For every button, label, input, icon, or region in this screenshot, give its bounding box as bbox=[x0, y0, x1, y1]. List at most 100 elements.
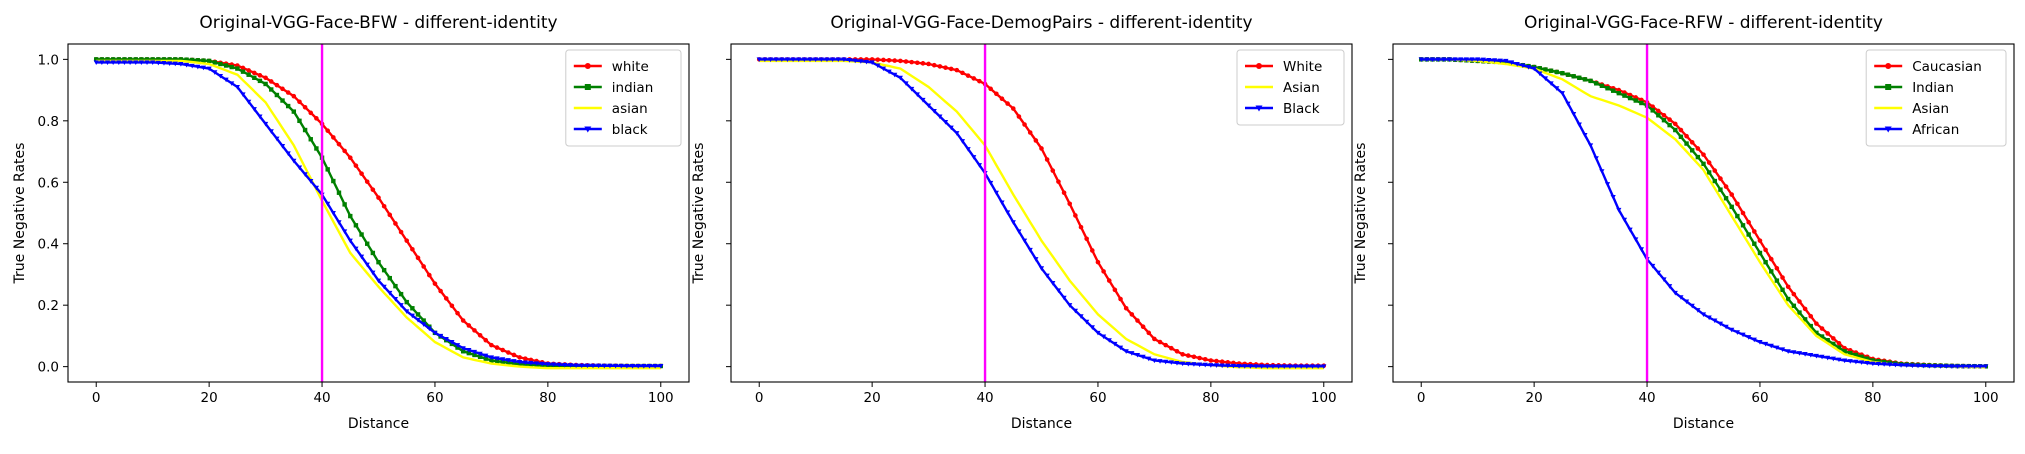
data-point bbox=[841, 57, 847, 62]
legend-label: black bbox=[612, 122, 648, 138]
legend-label: white bbox=[612, 59, 649, 75]
legend-item: black bbox=[573, 122, 648, 138]
data-point bbox=[1044, 157, 1050, 162]
data-point bbox=[426, 326, 432, 332]
data-point bbox=[937, 114, 943, 120]
data-point bbox=[590, 363, 596, 369]
data-point bbox=[1276, 364, 1282, 369]
x-tick-label: 60 bbox=[1751, 390, 1768, 406]
data-point bbox=[359, 232, 364, 237]
data-point bbox=[1055, 288, 1062, 294]
data-point bbox=[1497, 58, 1503, 64]
data-point bbox=[1825, 338, 1830, 343]
data-point bbox=[472, 328, 477, 333]
data-point bbox=[550, 362, 557, 368]
data-point bbox=[460, 346, 466, 351]
data-point bbox=[1695, 146, 1701, 151]
x-tick-label: 80 bbox=[1202, 390, 1219, 406]
data-point bbox=[1966, 364, 1972, 369]
data-point bbox=[573, 363, 579, 369]
legend-label: Asian bbox=[1283, 80, 1320, 96]
data-point bbox=[347, 155, 353, 160]
data-point bbox=[1627, 95, 1633, 101]
data-point bbox=[881, 57, 886, 63]
legend: Caucasian Indian Asian African bbox=[1865, 49, 2007, 147]
data-point bbox=[1673, 127, 1678, 133]
data-point bbox=[1960, 364, 1966, 369]
data-point bbox=[1684, 141, 1689, 146]
data-point bbox=[381, 267, 387, 273]
data-point bbox=[1213, 363, 1220, 368]
data-point bbox=[206, 66, 212, 72]
data-point bbox=[1292, 364, 1299, 369]
data-point bbox=[1808, 313, 1814, 319]
data-point bbox=[1236, 364, 1242, 369]
data-point bbox=[1610, 88, 1616, 93]
data-point bbox=[1559, 91, 1565, 96]
data-point bbox=[1050, 168, 1056, 173]
data-point bbox=[1152, 336, 1157, 342]
data-point bbox=[1185, 361, 1191, 367]
data-point bbox=[1169, 345, 1174, 351]
data-point bbox=[274, 82, 280, 88]
legend-label: White bbox=[1283, 59, 1322, 75]
data-point bbox=[1763, 247, 1768, 253]
data-point bbox=[635, 364, 641, 369]
data-point bbox=[1689, 140, 1695, 145]
data-point bbox=[308, 110, 314, 116]
data-point bbox=[1027, 130, 1033, 135]
data-point bbox=[274, 92, 280, 98]
data-point bbox=[93, 60, 99, 66]
data-point bbox=[1723, 184, 1729, 189]
chart-title: Original-VGG-Face-RFW - different-identi… bbox=[1524, 13, 1883, 33]
chart-title: Original-VGG-Face-DemogPairs - different… bbox=[830, 13, 1252, 33]
data-point bbox=[1695, 154, 1701, 160]
data-point bbox=[454, 343, 461, 348]
data-point bbox=[1123, 305, 1129, 311]
data-point bbox=[376, 195, 381, 200]
data-point bbox=[937, 64, 943, 69]
data-point bbox=[1954, 364, 1961, 369]
data-point bbox=[1616, 207, 1622, 213]
data-point bbox=[110, 57, 116, 62]
data-point bbox=[1661, 118, 1667, 123]
data-point bbox=[246, 68, 251, 73]
data-point bbox=[1202, 362, 1208, 368]
data-point bbox=[443, 336, 449, 342]
data-point bbox=[1746, 219, 1751, 225]
data-point bbox=[1225, 363, 1231, 369]
data-point bbox=[234, 85, 240, 90]
data-point bbox=[1056, 179, 1061, 184]
data-point bbox=[1656, 108, 1661, 114]
data-point bbox=[291, 109, 297, 114]
data-point bbox=[291, 93, 297, 99]
data-point bbox=[1475, 57, 1481, 62]
data-point bbox=[415, 255, 421, 261]
data-point bbox=[579, 363, 585, 369]
data-point bbox=[263, 81, 268, 87]
data-point bbox=[421, 318, 426, 323]
data-point bbox=[1678, 127, 1684, 133]
data-point bbox=[358, 254, 365, 260]
data-point bbox=[1508, 60, 1515, 66]
data-point bbox=[892, 58, 898, 63]
data-point bbox=[1480, 57, 1486, 63]
data-point bbox=[1044, 273, 1050, 279]
data-point bbox=[1027, 247, 1033, 253]
data-point bbox=[607, 363, 613, 369]
data-point bbox=[926, 61, 931, 67]
data-point bbox=[421, 264, 426, 269]
data-point bbox=[1604, 182, 1611, 187]
data-point bbox=[931, 62, 937, 68]
data-point bbox=[353, 246, 359, 252]
data-point bbox=[471, 349, 478, 355]
data-point bbox=[342, 148, 347, 154]
data-point bbox=[1089, 325, 1095, 330]
data-point bbox=[1061, 295, 1067, 301]
data-point bbox=[500, 347, 506, 353]
data-point bbox=[1831, 341, 1836, 347]
data-point bbox=[1180, 361, 1186, 367]
data-point bbox=[1571, 112, 1577, 117]
data-point bbox=[852, 58, 858, 64]
data-point bbox=[178, 61, 184, 67]
